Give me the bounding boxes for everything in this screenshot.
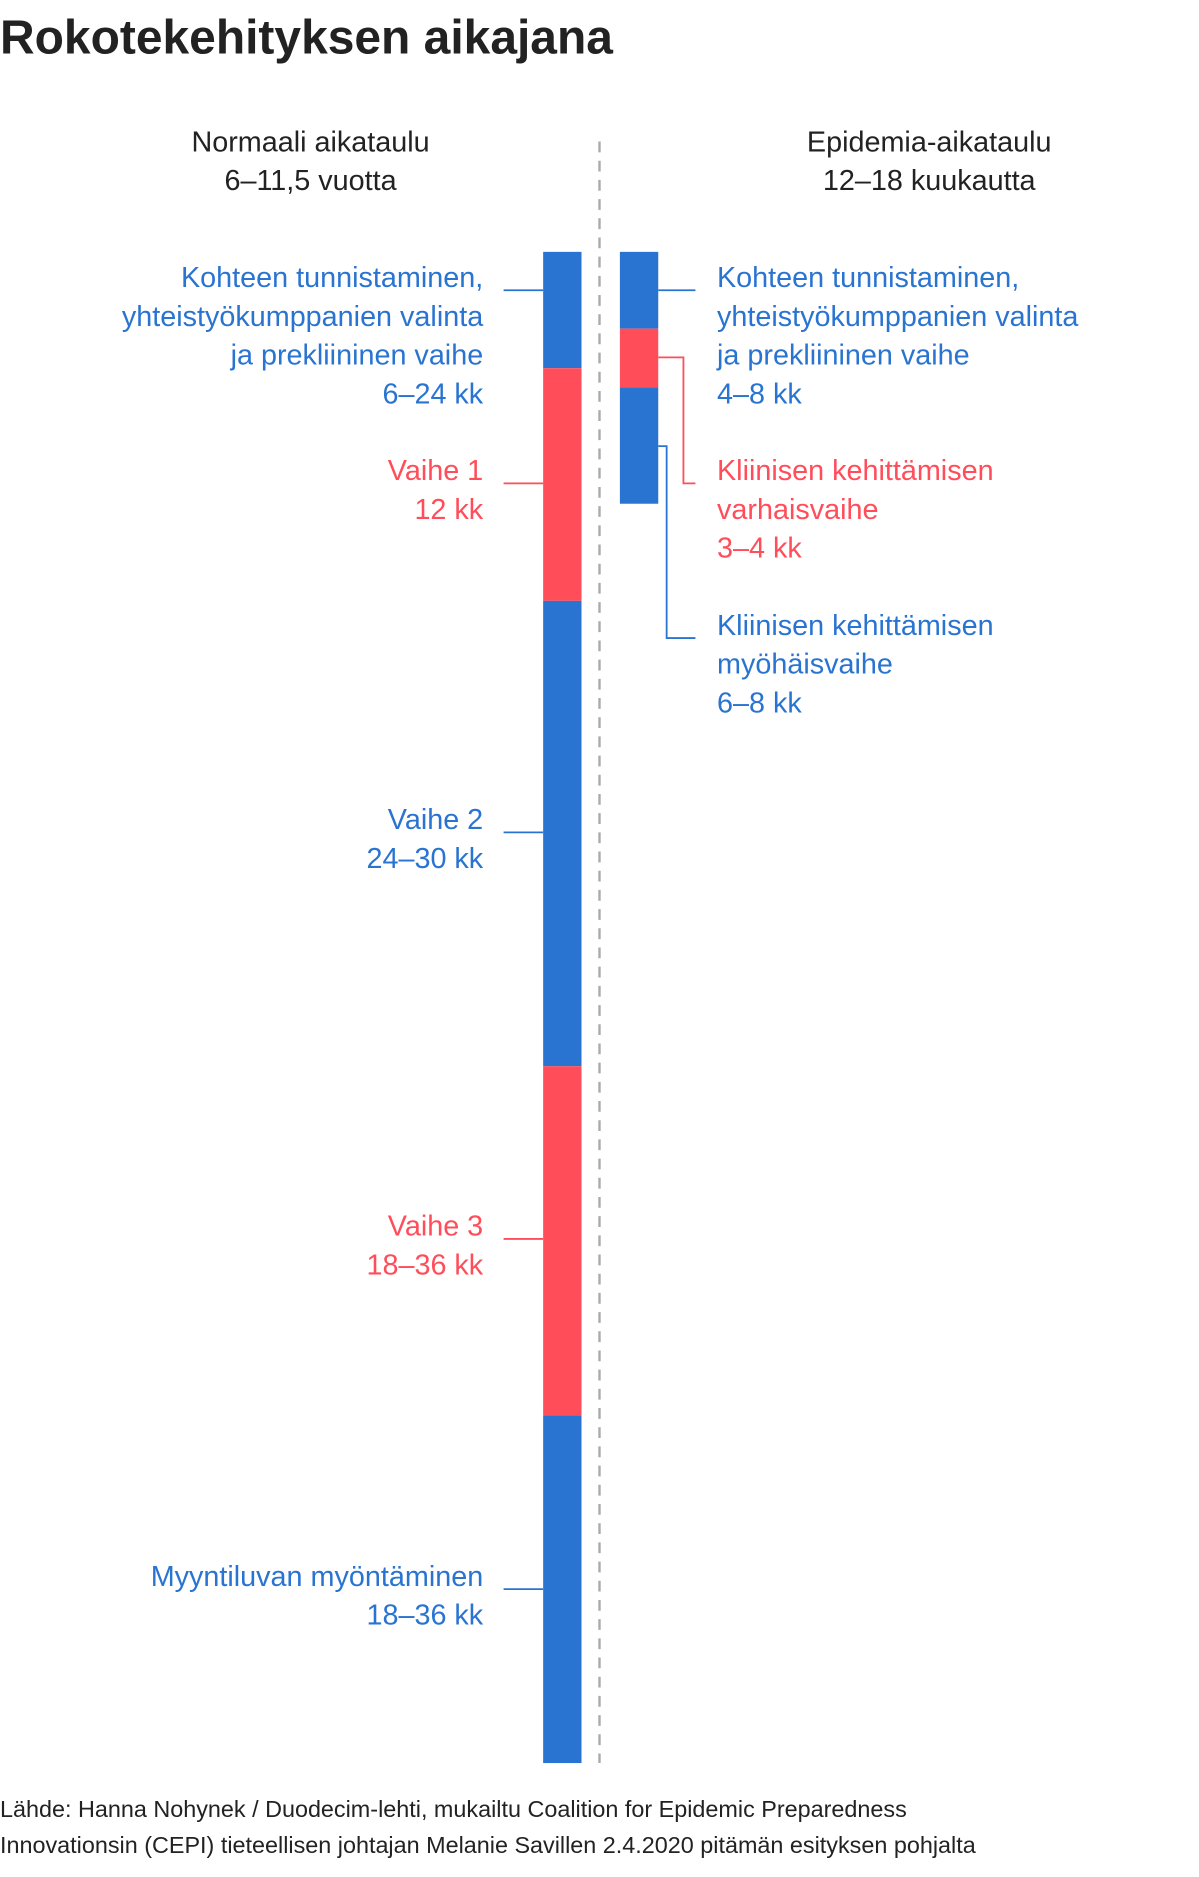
column-heading: 6–11,5 vuotta: [224, 165, 396, 197]
phase-label: yhteistyökumppanien valinta: [717, 301, 1078, 333]
phase-label: Kohteen tunnistaminen,: [181, 262, 483, 294]
phase-label: Vaihe 1: [388, 455, 483, 487]
phase-label: Kohteen tunnistaminen,: [717, 262, 1019, 294]
phase-label: Vaihe 3: [388, 1211, 483, 1243]
bar-segment: [543, 251, 582, 369]
column-heading: Normaali aikataulu: [191, 127, 429, 159]
phase-label: 3–4 kk: [717, 533, 802, 565]
phase-label: myöhäisvaihe: [717, 649, 893, 681]
phase-label: Kliinisen kehittämisen: [717, 610, 994, 642]
source: Lähde: Hanna Nohynek / Duodecim-lehti, m…: [0, 1796, 907, 1822]
bar-segment: [619, 328, 659, 388]
connector: [658, 445, 696, 639]
phase-label: 6–8 kk: [717, 687, 802, 719]
phase-label: ja prekliininen vaihe: [230, 340, 484, 372]
column-heading: Epidemia-aikataulu: [807, 127, 1052, 159]
bar-segment: [543, 1415, 582, 1764]
source: Innovationsin (CEPI) tieteellisen johtaj…: [0, 1832, 976, 1858]
phase-label: 4–8 kk: [717, 378, 802, 410]
phase-label: 18–36 kk: [366, 1600, 483, 1632]
phase-label: Myyntiluvan myöntäminen: [151, 1561, 483, 1593]
phase-label: yhteistyökumppanien valinta: [122, 301, 483, 333]
bar-segment: [619, 387, 659, 504]
bar-segment: [543, 1066, 582, 1416]
title: Rokotekehityksen aikajana: [0, 11, 613, 64]
bar-segment: [543, 368, 582, 601]
bar-segment: [619, 251, 659, 329]
phase-label: ja prekliininen vaihe: [716, 340, 970, 372]
bar-segment: [543, 600, 582, 1067]
phase-label: 12 kk: [414, 494, 483, 526]
column-heading: 12–18 kuukautta: [823, 165, 1036, 197]
phase-label: varhaisvaihe: [717, 494, 878, 526]
phase-label: 18–36 kk: [366, 1249, 483, 1281]
connector: [658, 356, 696, 485]
phase-label: Kliinisen kehittämisen: [717, 455, 994, 487]
phase-label: 6–24 kk: [382, 378, 483, 410]
phase-label: Vaihe 2: [388, 804, 483, 836]
phase-label: 24–30 kk: [366, 843, 483, 875]
